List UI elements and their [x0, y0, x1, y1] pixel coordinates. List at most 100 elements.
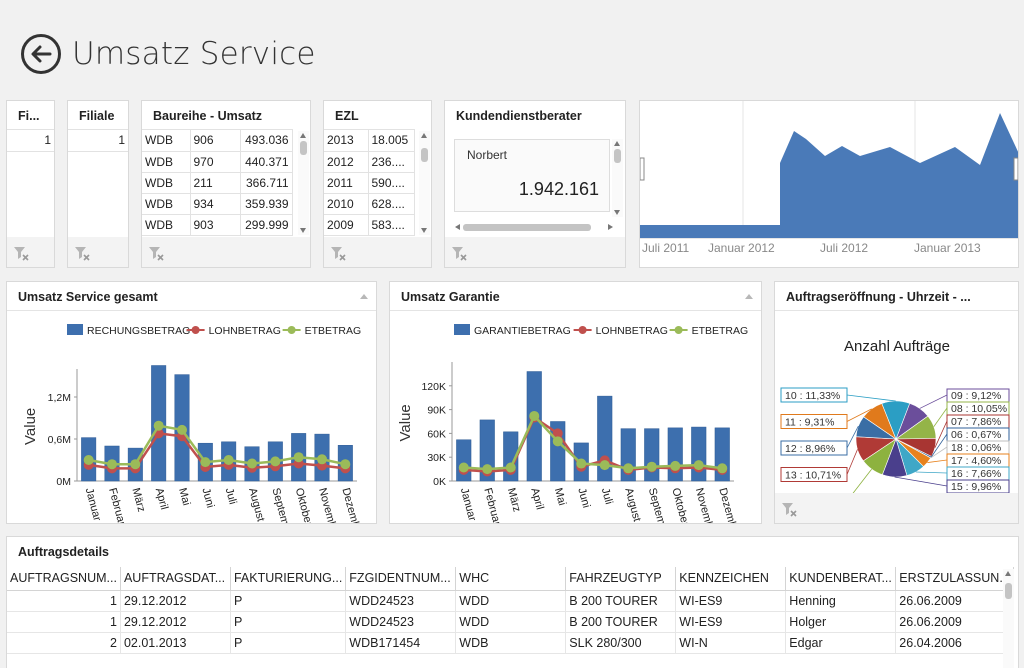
back-button[interactable]	[21, 34, 61, 74]
series-point	[270, 456, 281, 467]
scroll-up-icon[interactable]	[1005, 571, 1011, 576]
pie-leader	[915, 471, 948, 474]
y-axis-label: Value	[22, 408, 39, 445]
table-row[interactable]: 1 29.12.2012 P WDD24523 WDD B 200 TOURER…	[7, 611, 1014, 633]
scroll-down-icon[interactable]	[421, 228, 427, 233]
clear-filter-icon[interactable]	[330, 245, 346, 261]
kdb-hscrollbar[interactable]	[454, 222, 614, 233]
range-filter-chart[interactable]: Juli 2011 Januar 2012 Juli 2012 Januar 2…	[640, 101, 1019, 268]
bar	[691, 426, 707, 482]
pie-leader	[846, 408, 872, 422]
range-filter-card[interactable]: Juli 2011 Januar 2012 Juli 2012 Januar 2…	[639, 100, 1019, 268]
legend-label: ETBETRAG	[305, 325, 362, 337]
x-tick-label: Juli	[223, 487, 239, 506]
scroll-thumb[interactable]	[1005, 583, 1012, 599]
auftragsdetails-table: AUFTRAGSNUM... AUFTRAGSDAT... FAKTURIERU…	[7, 567, 1014, 654]
baureihe-scrollbar[interactable]	[298, 131, 309, 235]
clear-filter-icon[interactable]	[148, 245, 164, 261]
column-header[interactable]: AUFTRAGSDAT...	[120, 567, 231, 591]
scroll-right-icon[interactable]	[608, 224, 613, 230]
series-point	[599, 460, 610, 471]
scroll-left-icon[interactable]	[455, 224, 460, 230]
table-row[interactable]: 2012 236....	[324, 151, 415, 173]
scroll-thumb[interactable]	[614, 149, 621, 163]
table-row[interactable]: 1 29.12.2012 P WDD24523 WDD B 200 TOURER…	[7, 590, 1014, 612]
pie-label: 12 : 8,96%	[785, 443, 835, 455]
range-label: Januar 2013	[914, 241, 981, 255]
table-row[interactable]: 2 02.01.2013 P WDB171454 WDB SLK 280/300…	[7, 632, 1014, 654]
range-label: Juli 2011	[642, 241, 689, 255]
column-header[interactable]: WHC	[455, 567, 567, 591]
column-header[interactable]: FAHRZEUGTYP	[565, 567, 677, 591]
table-row[interactable]: WDB 970 440.371	[142, 151, 293, 173]
y-tick-label: 0K	[433, 476, 446, 488]
y-tick-label: 90K	[427, 405, 446, 417]
table-header-row: AUFTRAGSNUM... AUFTRAGSDAT... FAKTURIERU…	[7, 567, 1014, 591]
ezl-scrollbar[interactable]	[419, 131, 430, 235]
column-header[interactable]: FAKTURIERUNG...	[230, 567, 347, 591]
pie-title: Anzahl Aufträge	[844, 338, 950, 355]
card-title: EZL	[335, 109, 359, 123]
column-header[interactable]: KUNDENBERAT...	[785, 567, 897, 591]
kundendienstberater-tile[interactable]: Norbert 1.942.161	[454, 139, 610, 212]
table-row[interactable]: WDB 934 359.939	[142, 193, 293, 215]
scroll-up-icon[interactable]	[421, 133, 427, 138]
table-row[interactable]: 2010 628....	[324, 193, 415, 215]
pie-leader	[934, 420, 948, 448]
pie-label-box	[780, 387, 848, 403]
collapse-icon[interactable]	[745, 294, 753, 299]
list-item[interactable]: 1	[68, 130, 128, 152]
scroll-up-icon[interactable]	[300, 133, 306, 138]
scroll-thumb[interactable]	[421, 148, 428, 162]
table-row[interactable]: WDB 906 493.036	[142, 130, 293, 152]
column-header[interactable]: KENNZEICHEN	[675, 567, 787, 591]
pie-label: 06 : 0,67%	[951, 429, 1001, 441]
x-tick-label: Juni	[199, 487, 216, 510]
range-handle-left[interactable]	[640, 157, 645, 181]
scroll-thumb[interactable]	[300, 141, 307, 155]
series-point	[340, 459, 351, 470]
kdb-vscrollbar[interactable]	[612, 139, 623, 217]
card-footer	[68, 237, 128, 267]
pie-label: 13 : 10,71%	[785, 470, 841, 482]
y-tick-label: 0M	[56, 476, 71, 488]
table-row[interactable]: WDB 903 299.999	[142, 214, 293, 236]
series-point	[200, 457, 211, 468]
x-tick-label: Oktober	[669, 487, 691, 524]
collapse-icon[interactable]	[360, 294, 368, 299]
range-handle-right[interactable]	[1013, 157, 1018, 181]
series-point	[153, 420, 164, 431]
clear-filter-icon[interactable]	[451, 245, 467, 261]
pie-leader	[894, 476, 948, 487]
scroll-down-icon[interactable]	[300, 228, 306, 233]
table-row[interactable]: WDB 211 366.711	[142, 172, 293, 194]
chart-card-umsatz-garantie: Umsatz Garantie GARANTIEBETRAG LOHNBETRAG…	[389, 281, 762, 524]
scroll-down-icon[interactable]	[614, 210, 620, 215]
pie-leader	[850, 468, 872, 496]
table-row[interactable]: 2011 590....	[324, 172, 415, 194]
series-point	[670, 460, 681, 471]
scroll-up-icon[interactable]	[614, 141, 620, 146]
clear-filter-icon[interactable]	[74, 245, 90, 261]
details-scrollbar[interactable]	[1003, 569, 1014, 668]
pie-label: 15 : 9,96%	[951, 481, 1001, 493]
legend-marker	[674, 326, 683, 334]
column-header[interactable]: ERSTZULASSUN...	[895, 567, 1014, 591]
x-tick-label: Januar	[458, 487, 478, 523]
table-row[interactable]: 2013 18.005	[324, 130, 415, 152]
y-axis-label: Value	[397, 404, 414, 441]
series-point	[693, 460, 704, 471]
pie-label-box	[780, 414, 848, 429]
legend-label: ETBETRAG	[692, 325, 749, 337]
table-row[interactable]: 2009 583....	[324, 214, 415, 236]
list-item[interactable]: 1	[7, 130, 54, 152]
umsatz-garantie-chart: GARANTIEBETRAG LOHNBETRAG ETBETRAG 0K 30K 60K…	[397, 324, 749, 524]
scroll-thumb[interactable]	[463, 224, 591, 231]
column-header[interactable]: AUFTRAGSNUM...	[7, 567, 121, 591]
clear-filter-icon[interactable]	[781, 501, 797, 517]
card-title: Fi...	[18, 109, 40, 123]
clear-filter-icon[interactable]	[13, 245, 29, 261]
card-title: Auftragseröffnung - Uhrzeit - ...	[786, 290, 971, 304]
column-header[interactable]: FZGIDENTNUM...	[345, 567, 457, 591]
series-point	[717, 463, 728, 474]
